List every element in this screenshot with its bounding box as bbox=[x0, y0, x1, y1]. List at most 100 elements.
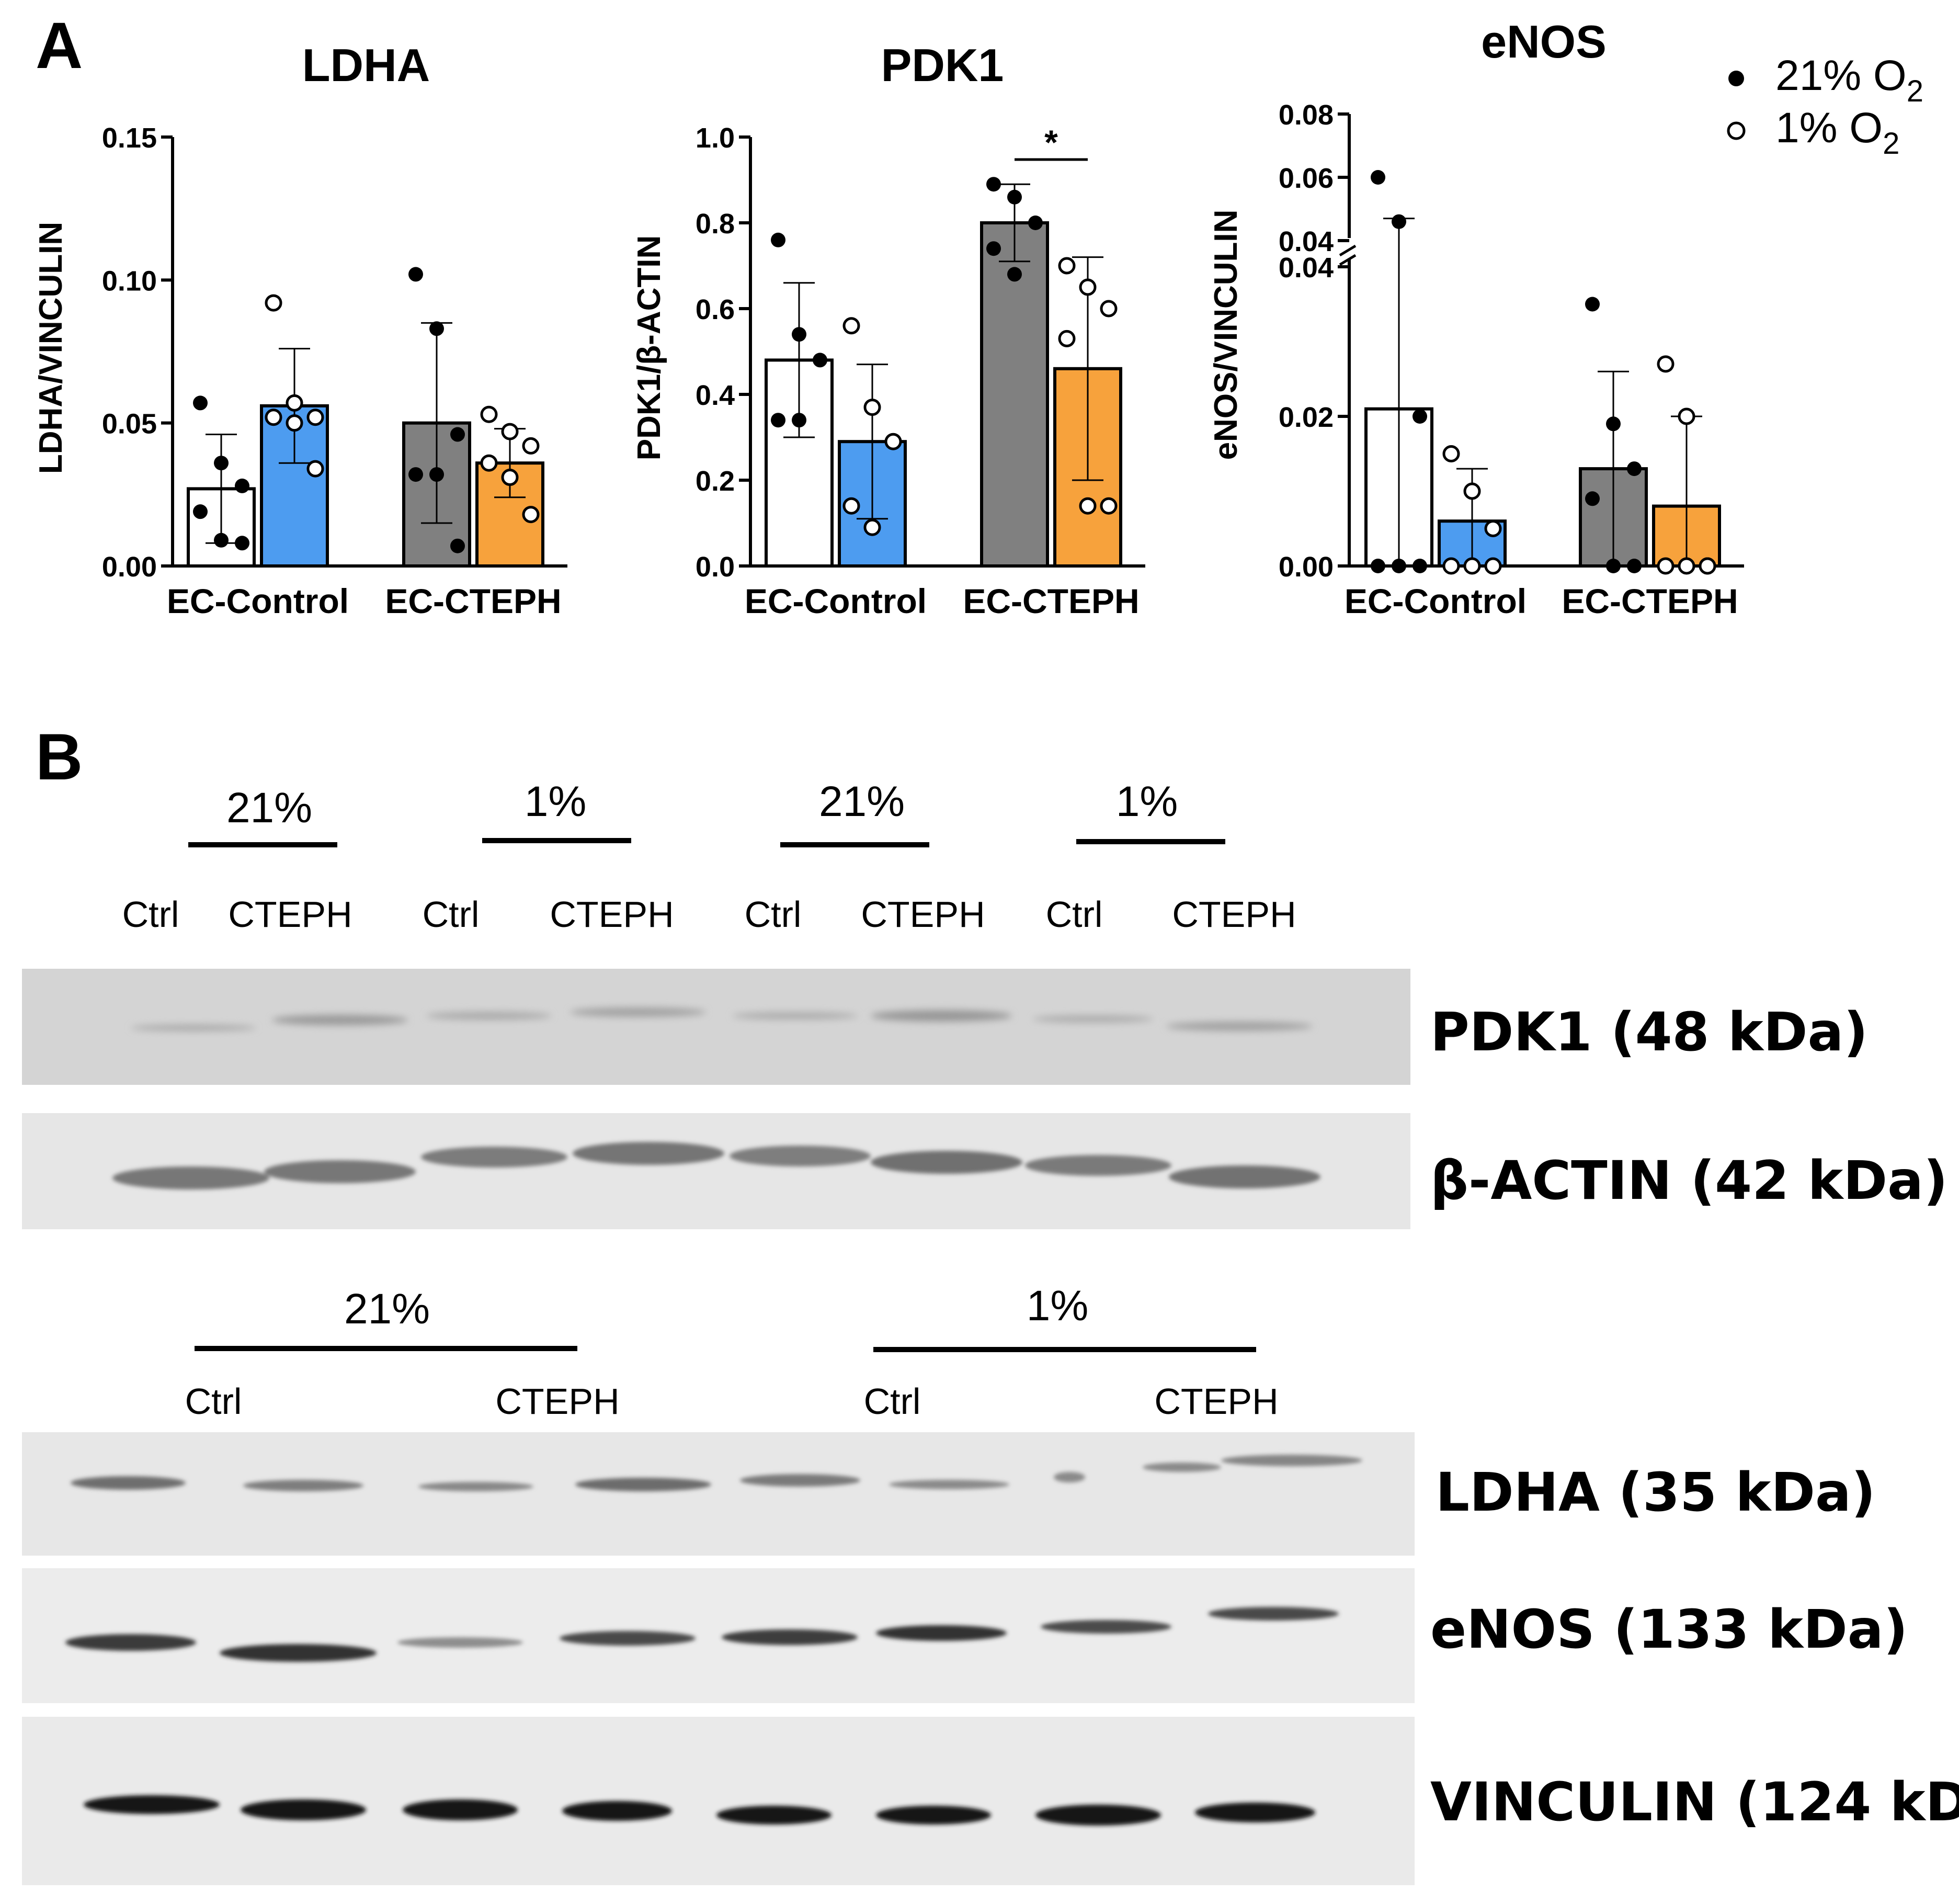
blot-vinculin-bands bbox=[84, 1795, 1315, 1826]
blot-bottom-header: 21% 1% Ctrl CTEPH Ctrl CTEPH bbox=[185, 1282, 1279, 1422]
data-point bbox=[1585, 491, 1600, 506]
blot-enos-membrane bbox=[22, 1568, 1415, 1703]
data-point bbox=[771, 232, 785, 247]
y-axis-label: PDK1/β-ACTIN bbox=[631, 235, 667, 461]
blot-top-group-label: 21% bbox=[226, 784, 312, 832]
data-point bbox=[1678, 557, 1695, 575]
y-tick-label: 0.00 bbox=[102, 551, 157, 583]
x-category-label: EC-Control bbox=[745, 582, 927, 620]
data-point bbox=[480, 405, 498, 423]
blot-vinculin-membrane bbox=[22, 1717, 1415, 1885]
data-point bbox=[1100, 300, 1118, 318]
data-point bbox=[235, 536, 249, 551]
legend-label-21: 21% O2 bbox=[1775, 52, 1923, 108]
y-axis-label: eNOS/VINCULIN bbox=[1208, 210, 1244, 460]
data-point bbox=[1627, 559, 1642, 573]
data-point bbox=[480, 454, 498, 472]
band bbox=[421, 1147, 567, 1168]
blot-bottom-lane-label: CTEPH bbox=[495, 1381, 619, 1422]
data-point bbox=[1413, 559, 1427, 573]
band bbox=[732, 1012, 858, 1019]
data-point bbox=[408, 467, 423, 482]
band bbox=[570, 1007, 706, 1017]
data-point bbox=[522, 506, 540, 524]
y-tick-label: 0.2 bbox=[696, 466, 735, 497]
blot-bottom-group-label: 1% bbox=[1027, 1282, 1089, 1330]
blot-enos-bands bbox=[65, 1607, 1339, 1662]
blot-row-label: β-ACTIN (42 kDa) bbox=[1430, 1150, 1948, 1212]
y-tick-label: 0.00 bbox=[1279, 551, 1334, 583]
data-point bbox=[1058, 330, 1076, 347]
blot-bottom-lane-label: CTEPH bbox=[1154, 1381, 1278, 1422]
band bbox=[573, 1142, 724, 1165]
data-point bbox=[792, 327, 806, 342]
band bbox=[1143, 1463, 1221, 1472]
band bbox=[730, 1146, 871, 1166]
data-point bbox=[1371, 170, 1385, 185]
band bbox=[131, 1025, 256, 1031]
blot-top-group-label: 1% bbox=[525, 778, 587, 825]
panel-b-letter: B bbox=[36, 721, 83, 794]
data-point bbox=[214, 456, 229, 471]
x-category-label: EC-CTEPH bbox=[385, 582, 561, 620]
data-point bbox=[863, 399, 881, 416]
data-point bbox=[286, 414, 303, 432]
data-point bbox=[1657, 355, 1675, 373]
band bbox=[272, 1015, 408, 1025]
blot-top-lane-label: Ctrl bbox=[423, 894, 480, 935]
band bbox=[1054, 1472, 1085, 1482]
blot-top-header: 21% 1% 21% 1% Ctrl CTEPH Ctrl CTEPH Ctrl… bbox=[122, 778, 1296, 935]
blot-top-group-label: 1% bbox=[1116, 778, 1178, 825]
blot-top-group-line bbox=[1076, 839, 1225, 844]
data-point bbox=[1100, 497, 1118, 515]
y-tick-label: 0.05 bbox=[102, 409, 157, 440]
y-tick-label: 0.8 bbox=[696, 208, 735, 240]
band bbox=[1166, 1022, 1313, 1031]
blot-row-label: eNOS (133 kDa) bbox=[1430, 1599, 1908, 1661]
band bbox=[1041, 1620, 1171, 1634]
band bbox=[871, 1151, 1022, 1174]
data-point bbox=[1678, 407, 1695, 425]
x-category-label: EC-Control bbox=[1345, 582, 1527, 620]
y-tick-label: 0.10 bbox=[102, 265, 157, 297]
band bbox=[241, 1799, 366, 1820]
y-tick-label: 0.04 bbox=[1279, 226, 1334, 257]
blot-top-lane-label: CTEPH bbox=[861, 894, 985, 935]
data-point bbox=[1442, 557, 1460, 575]
band bbox=[71, 1476, 186, 1490]
band bbox=[740, 1474, 860, 1487]
data-point bbox=[1058, 257, 1076, 275]
data-point bbox=[1484, 520, 1502, 537]
data-point bbox=[842, 497, 860, 515]
band bbox=[403, 1799, 518, 1820]
blot-top-group-line bbox=[188, 842, 337, 847]
legend: 21% O2 1% O2 bbox=[1727, 52, 1923, 161]
data-point bbox=[450, 427, 465, 442]
band bbox=[716, 1806, 832, 1824]
blot-top-group-label: 21% bbox=[819, 778, 905, 825]
y-tick-label: 0.0 bbox=[696, 551, 735, 583]
blot-vinculin: VINCULIN (124 kDa) bbox=[22, 1717, 1959, 1885]
chart-title: eNOS bbox=[1481, 16, 1607, 67]
band bbox=[397, 1637, 523, 1648]
data-point bbox=[522, 437, 540, 455]
data-point bbox=[1413, 409, 1427, 424]
data-point bbox=[429, 321, 444, 336]
blot-pdk1: PDK1 (48 kDa) bbox=[22, 969, 1868, 1085]
data-point bbox=[193, 395, 208, 411]
data-point bbox=[235, 478, 249, 493]
data-point bbox=[1007, 189, 1022, 205]
legend-marker-filled bbox=[1728, 71, 1744, 86]
chart-ldha: LDHA LDHA/VINCULIN 0.00 0.05 0.10 0.15 EC-Cont… bbox=[33, 39, 567, 620]
band bbox=[575, 1478, 711, 1491]
data-point bbox=[286, 394, 303, 412]
blot-top-lane-label: CTEPH bbox=[1172, 894, 1296, 935]
band bbox=[876, 1806, 991, 1824]
data-point bbox=[1606, 416, 1621, 432]
data-point bbox=[1606, 559, 1621, 573]
data-point bbox=[501, 469, 519, 486]
bar-charts: LDHA LDHA/VINCULIN 0.00 0.05 0.10 0.15 EC-Cont… bbox=[33, 16, 1744, 620]
band bbox=[418, 1482, 533, 1491]
blot-bottom-group-line bbox=[195, 1346, 577, 1351]
